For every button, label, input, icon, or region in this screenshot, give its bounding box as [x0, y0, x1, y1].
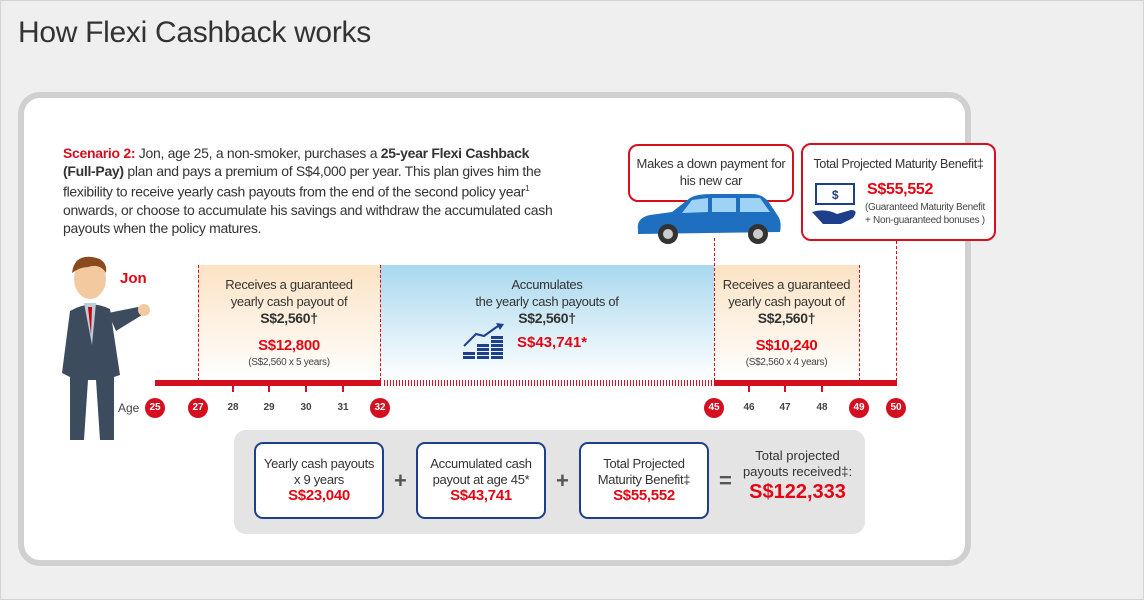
- cash-in-hand-icon: $: [812, 183, 856, 224]
- equals-sign: =: [719, 468, 732, 493]
- divider: [896, 241, 897, 381]
- summary-yearly-payouts: Yearly cash payouts x 9 years S$23,040: [254, 442, 384, 519]
- age-marker-45: 45: [704, 398, 724, 418]
- total-label: Total projected: [755, 448, 840, 463]
- band-3-text: Receives a guaranteed yearly cash payout…: [714, 276, 859, 371]
- maturity-note: (Guaranteed Maturity Benefit + Non-guaran…: [865, 201, 985, 227]
- band-payout: S$2,560†: [260, 310, 318, 326]
- age-marker-28: 28: [227, 402, 239, 413]
- scenario-text: plan and pays a premium of S$4,000 per y…: [63, 163, 541, 200]
- timeline-tick: [232, 383, 234, 392]
- age-marker-31: 31: [337, 402, 349, 413]
- timeline-bar: [714, 380, 897, 386]
- summary-total: Total projected payouts received‡: S$122…: [740, 448, 855, 503]
- growing-coins-icon: [463, 323, 504, 359]
- summary-line: x 9 years: [293, 472, 345, 487]
- scenario-text: Jon, age 25, a non-smoker, purchases a: [135, 145, 381, 161]
- band-2-text: Accumulates the yearly cash payouts of S…: [380, 276, 714, 327]
- timeline-tick: [342, 383, 344, 392]
- band-calc: (S$2,560 x 5 years): [248, 357, 330, 368]
- age-marker-30: 30: [300, 402, 312, 413]
- summary-line: Maturity Benefit‡: [597, 472, 691, 487]
- plus-sign: +: [556, 468, 569, 493]
- total-amount: S$122,333: [749, 481, 846, 503]
- age-marker-48: 48: [816, 402, 828, 413]
- car-callout-text: Makes a down payment for his new car: [636, 156, 786, 188]
- band-calc: (S$2,560 x 4 years): [745, 357, 828, 368]
- age-marker-29: 29: [263, 402, 275, 413]
- summary-amount: S$43,741: [450, 487, 512, 504]
- car-callout: Makes a down payment for his new car: [628, 144, 794, 202]
- divider: [380, 265, 381, 381]
- summary-line: Accumulated cash: [430, 456, 532, 471]
- band-line: Receives a guaranteed: [225, 277, 353, 292]
- summary-amount: S$55,552: [613, 487, 675, 504]
- age-marker-49: 49: [849, 398, 869, 418]
- band-line: yearly cash payout of: [728, 294, 845, 309]
- maturity-note-line: + Non-guaranteed bonuses ): [865, 215, 985, 226]
- band-total: S$10,240: [755, 337, 818, 354]
- scenario-description: Scenario 2: Jon, age 25, a non-smoker, p…: [63, 144, 563, 237]
- timeline-accumulation: [384, 380, 712, 386]
- band-payout-late: [714, 265, 859, 381]
- summary-amount: S$23,040: [288, 487, 350, 504]
- age-marker-32: 32: [370, 398, 390, 418]
- band-1-text: Receives a guaranteed yearly cash payout…: [198, 276, 380, 371]
- band-line: the yearly cash payouts of: [475, 294, 619, 309]
- divider: [198, 265, 199, 381]
- svg-text:$: $: [832, 188, 839, 202]
- scenario-label: Scenario 2:: [63, 145, 136, 161]
- age-label: Age: [118, 401, 140, 415]
- timeline-tick: [784, 383, 786, 392]
- band-line: Receives a guaranteed: [722, 277, 851, 292]
- plus-sign: +: [394, 468, 407, 493]
- timeline-tick: [748, 383, 750, 392]
- plan-name: 25-year Flexi Cashback (Full-Pay): [63, 145, 530, 179]
- summary-accumulated: Accumulated cash payout at age 45* S$43,74…: [416, 442, 546, 519]
- summary-line: Yearly cash payouts: [263, 456, 375, 471]
- person-jon-illustration: [62, 256, 150, 440]
- timeline-tick: [821, 383, 823, 392]
- band-line: Accumulates: [511, 277, 583, 292]
- age-marker-50: 50: [886, 398, 906, 418]
- person-name-label: Jon: [120, 270, 147, 287]
- band-accumulate: [380, 265, 714, 381]
- age-marker-25: 25: [145, 398, 165, 418]
- maturity-callout-title: Total Projected Maturity Benefit‡: [813, 157, 984, 171]
- summary-maturity: Total Projected Maturity Benefit‡ S$55,552: [579, 442, 709, 519]
- summary-line: payout at age 45*: [432, 472, 530, 487]
- divider: [714, 238, 715, 381]
- band-payout: S$2,560†: [518, 310, 576, 326]
- band-total: S$12,800: [258, 337, 320, 354]
- timeline-tick: [305, 383, 307, 392]
- maturity-callout: Total Projected Maturity Benefit‡ $ S$55…: [801, 143, 996, 241]
- band-line: yearly cash payout of: [230, 294, 348, 309]
- page-title: How Flexi Cashback works: [18, 16, 371, 49]
- total-label: payouts received‡:: [742, 464, 853, 479]
- age-marker-47: 47: [779, 402, 791, 413]
- car-icon: [637, 194, 781, 244]
- summary-line: Total Projected: [603, 456, 685, 471]
- maturity-note-line: (Guaranteed Maturity Benefit: [865, 202, 985, 213]
- age-marker-46: 46: [743, 402, 755, 413]
- age-marker-27: 27: [188, 398, 208, 418]
- band-payout: S$2,560†: [757, 310, 816, 326]
- band-payout-early: [198, 265, 380, 381]
- timeline-tick: [268, 383, 270, 392]
- maturity-amount: S$55,552: [867, 181, 934, 198]
- scenario-text: onwards, or choose to accumulate his sav…: [63, 201, 553, 236]
- footnote-marker: 1: [525, 184, 530, 193]
- divider: [859, 265, 860, 381]
- accumulated-total: S$43,741*: [517, 334, 588, 351]
